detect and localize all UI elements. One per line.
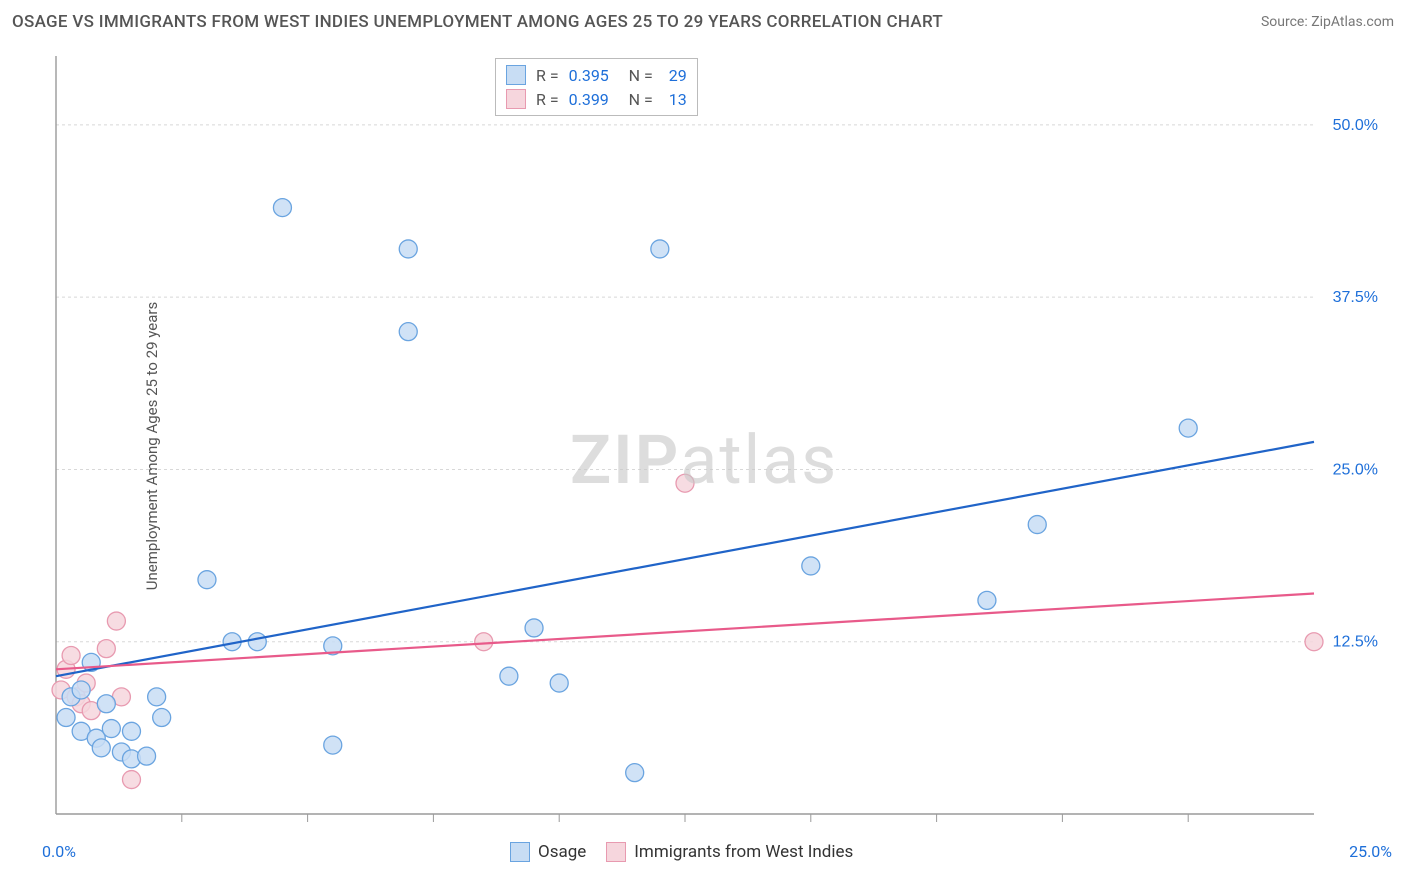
chart-title: OSAGE VS IMMIGRANTS FROM WEST INDIES UNE… [12,12,943,32]
r-label: R = [536,66,559,85]
r-value: 0.395 [569,66,619,85]
svg-text:12.5%: 12.5% [1333,634,1378,651]
legend-row-osage: R = 0.395 N = 29 [506,63,687,87]
swatch-icon [506,89,526,109]
swatch-icon [506,65,526,85]
correlation-legend: R = 0.395 N = 29 R = 0.399 N = 13 [495,58,698,116]
r-value: 0.399 [569,90,619,109]
svg-text:25.0%: 25.0% [1333,461,1378,478]
scatter-chart: 12.5% 25.0% 37.5% 50.0% [50,50,1384,830]
series-legend: Osage Immigrants from West Indies [510,842,853,862]
swatch-icon [606,842,626,862]
svg-text:37.5%: 37.5% [1333,289,1378,306]
source-label: Source: ZipAtlas.com [1261,14,1394,30]
swatch-icon [510,842,530,862]
n-value: 13 [663,90,687,109]
legend-row-west-indies: R = 0.399 N = 13 [506,87,687,111]
x-max-label: 25.0% [1349,842,1392,861]
n-label: N = [629,90,653,109]
x-min-label: 0.0% [42,842,76,861]
svg-text:50.0%: 50.0% [1333,117,1378,134]
legend-label: Immigrants from West Indies [634,842,853,862]
legend-item-osage: Osage [510,842,586,862]
legend-item-west-indies: Immigrants from West Indies [606,842,853,862]
n-label: N = [629,66,653,85]
r-label: R = [536,90,559,109]
n-value: 29 [663,66,687,85]
plot-area: 12.5%25.0%37.5%50.0% ZIPatlas R = 0.395 … [50,50,1384,830]
legend-label: Osage [538,842,586,862]
